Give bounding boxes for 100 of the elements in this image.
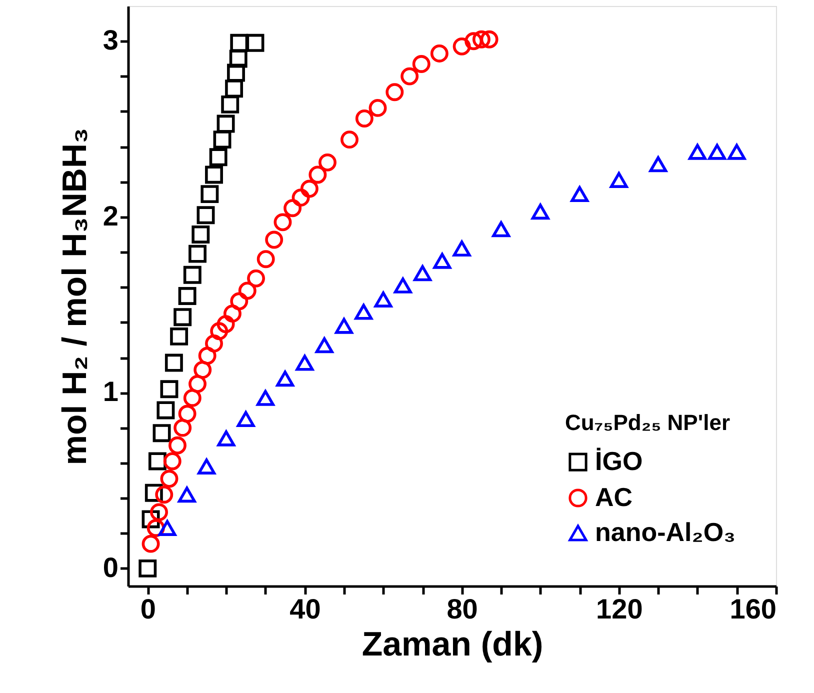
point (414, 265, 432, 282)
point (247, 269, 266, 288)
point (649, 156, 668, 172)
point (238, 282, 256, 300)
point (152, 424, 171, 442)
point (386, 83, 404, 102)
legend-label: İGO (595, 446, 643, 476)
y-tick-label: 0 (102, 552, 118, 583)
point (174, 418, 192, 437)
point (570, 186, 589, 202)
point (178, 486, 196, 503)
x-tick-label: 120 (596, 594, 643, 624)
point (246, 34, 264, 52)
point (194, 360, 212, 379)
point (205, 166, 223, 184)
point (315, 337, 334, 354)
point (138, 559, 157, 578)
point (531, 204, 550, 220)
point (163, 452, 182, 470)
point (394, 277, 412, 294)
point (216, 315, 235, 334)
legend-title: Cu₇₅Pd₂₅ NP'ler (565, 410, 730, 435)
point (688, 144, 706, 160)
point (221, 95, 240, 114)
point (164, 354, 183, 372)
point (480, 30, 498, 48)
point (168, 436, 186, 454)
y-axis-title: mol H₂ / mol H₃NBH₃ (56, 128, 94, 466)
point (708, 144, 726, 160)
point (256, 250, 275, 268)
point (223, 304, 242, 323)
point (174, 308, 192, 326)
point (256, 390, 274, 406)
x-axis-title: Zaman (dk) (362, 626, 544, 664)
x-tick-label: 40 (290, 594, 321, 624)
x-tick-label: 0 (140, 594, 156, 624)
point (158, 520, 176, 536)
point (400, 67, 419, 86)
point (284, 199, 302, 218)
point (276, 370, 294, 387)
point (318, 153, 336, 172)
point (192, 226, 210, 244)
point (335, 318, 353, 334)
point (340, 130, 358, 149)
point (160, 470, 178, 488)
point (216, 114, 235, 133)
point (610, 172, 628, 188)
point (354, 304, 373, 320)
point (368, 98, 387, 117)
point (188, 374, 206, 393)
point (209, 148, 228, 166)
point (200, 185, 219, 204)
point (205, 334, 223, 352)
point (296, 354, 314, 371)
point (198, 346, 216, 365)
point (178, 287, 196, 305)
point (452, 240, 471, 257)
point (142, 534, 160, 553)
point (230, 34, 248, 52)
point (412, 55, 430, 73)
point (217, 430, 236, 446)
point (355, 110, 374, 128)
point (728, 144, 746, 160)
point (464, 32, 483, 50)
point (492, 221, 510, 238)
point (374, 292, 392, 308)
point (155, 486, 174, 504)
y-tick-label: 3 (102, 24, 118, 56)
legend-label: AC (595, 482, 633, 512)
y-tick-label: 2 (102, 200, 118, 232)
point (170, 327, 188, 346)
point (308, 166, 327, 184)
point (183, 388, 202, 407)
point (160, 380, 178, 398)
x-tick-label: 160 (730, 594, 776, 624)
point (236, 411, 255, 427)
point (230, 292, 248, 310)
point (183, 266, 202, 284)
point (227, 64, 245, 82)
point (433, 252, 452, 269)
point (210, 322, 228, 340)
point (198, 458, 216, 474)
point (300, 180, 318, 198)
point (178, 404, 196, 423)
point (225, 80, 244, 98)
y-tick-label: 1 (102, 376, 118, 408)
point (156, 401, 175, 420)
point (472, 30, 490, 48)
point (196, 206, 215, 224)
point (213, 130, 232, 149)
point (452, 37, 471, 56)
point (430, 44, 448, 62)
point (265, 230, 284, 249)
point (150, 503, 168, 522)
x-tick-label: 80 (446, 594, 478, 624)
point (292, 188, 310, 207)
point (274, 213, 292, 232)
point (229, 50, 248, 68)
point (188, 244, 206, 263)
legend-label: nano-Al₂O₃ (595, 517, 736, 547)
